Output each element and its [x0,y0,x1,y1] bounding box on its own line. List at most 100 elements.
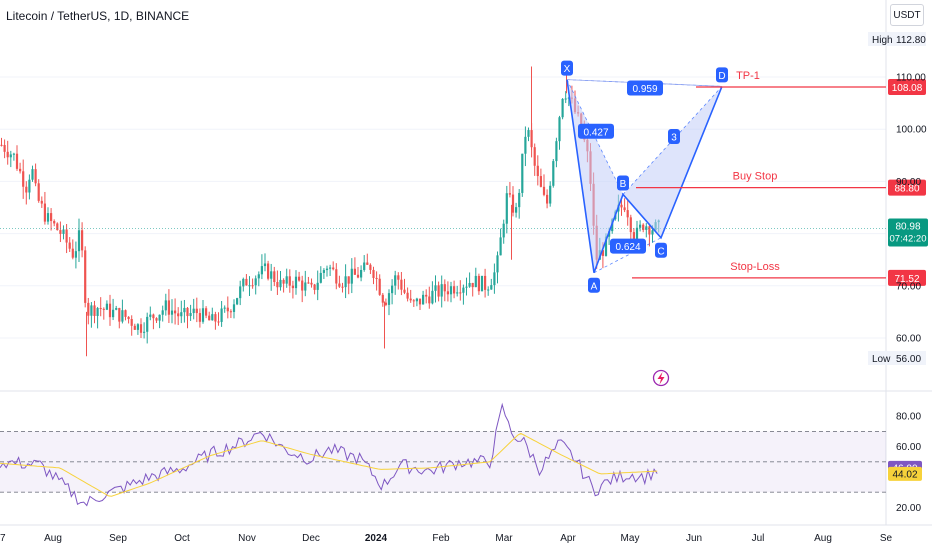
candle-body [363,262,366,270]
candle-body [415,298,418,302]
candle-countdown: 07:42:20 [890,233,927,244]
candle-body [121,310,124,322]
candle-body [6,151,9,158]
candle-body [508,193,511,195]
pattern-ratio-line [593,237,662,274]
pattern-point-b-badge [617,175,629,191]
candle-body [387,293,391,305]
candle-body [397,275,400,280]
candle-body [288,276,291,286]
pattern-point-b-label: B [620,179,627,190]
candle-body [490,285,493,290]
candle-body [459,292,462,294]
candle-body [356,274,360,278]
candle-body [329,267,332,269]
candle-body [236,298,239,305]
candle-body [394,275,397,286]
candle-body [220,308,223,322]
candle-body [273,271,276,283]
candle-body [639,224,642,228]
candle-body [127,316,130,320]
time-axis-tick: 2024 [365,533,388,544]
candle-body [462,287,465,293]
candle-body [270,271,273,279]
candle-body [112,309,115,318]
candle-body [146,316,149,332]
candle-body [502,223,505,238]
candle-body [99,308,102,310]
candle-body [294,276,298,289]
price-axis-tick: 100.00 [896,125,927,136]
candle-body [539,176,542,187]
candle-body [108,303,112,318]
candle-body [626,210,629,218]
level-price-tag-tp-1 [888,79,926,96]
candle-body [87,302,90,316]
currency-button[interactable]: USDT [890,4,924,26]
candle-body [96,308,99,316]
candle-body [304,282,307,291]
candle-body [552,161,555,186]
candle-body [642,224,645,230]
candle-body [322,270,325,273]
candle-body [298,276,301,281]
candle-body [25,186,28,193]
price-axis-tick: 110.00 [896,72,926,83]
candle-body [319,272,322,283]
time-axis-tick: Aug [814,533,832,544]
candle-body [232,304,236,312]
candle-body [189,313,192,317]
level-text-stop-loss: Stop-Loss [730,261,780,273]
time-axis-tick: 7 [0,533,6,544]
candle-body [561,98,564,118]
candle-body [170,310,174,315]
time-axis-tick: Nov [238,533,256,544]
high-tag [868,32,926,46]
candle-body [536,165,539,177]
candle-body [632,232,635,243]
candle-body [449,286,453,295]
candle-body [629,217,632,233]
candle-body [564,98,567,100]
candle-body [0,144,3,146]
time-axis-tick: Dec [302,533,320,544]
pattern-ratio-label: 3 [671,133,677,144]
candle-body [229,311,232,313]
time-axis-tick: Apr [560,533,576,544]
candle-body [12,153,15,155]
rsi-ma-line [0,432,658,497]
candle-body [344,276,347,288]
candle-body [456,292,459,294]
candle-body [496,255,499,273]
candle-body [546,194,549,204]
candle-body [484,275,487,290]
price-axis-tick: 70.00 [896,281,921,292]
candle-body [446,291,449,295]
candle-body [217,321,220,323]
candle-body [133,325,136,330]
candle-body [511,194,515,213]
candle-body [542,186,546,195]
rsi-axis-tick: 20.00 [896,503,921,514]
candle-body [276,282,279,288]
time-axis-tick: Aug [44,533,62,544]
candle-body [493,272,496,286]
symbol-title[interactable]: Litecoin / TetherUS, 1D, BINANCE [6,9,190,23]
candle-body [524,136,527,154]
candle-body [68,242,71,249]
candle-body [143,331,146,333]
time-axis-tick: Se [880,533,893,544]
candle-body [46,213,50,222]
pattern-point-c-badge [655,242,667,258]
candle-body [155,318,158,321]
candles [0,62,660,357]
current-price-value: 80.98 [895,221,920,232]
candle-body [375,277,378,279]
candle-body [325,268,329,271]
price-axis-tick: 60.00 [896,334,921,345]
high-label: High [872,35,893,46]
candle-body [378,278,381,295]
candle-body [267,263,270,279]
candle-body [366,262,369,265]
